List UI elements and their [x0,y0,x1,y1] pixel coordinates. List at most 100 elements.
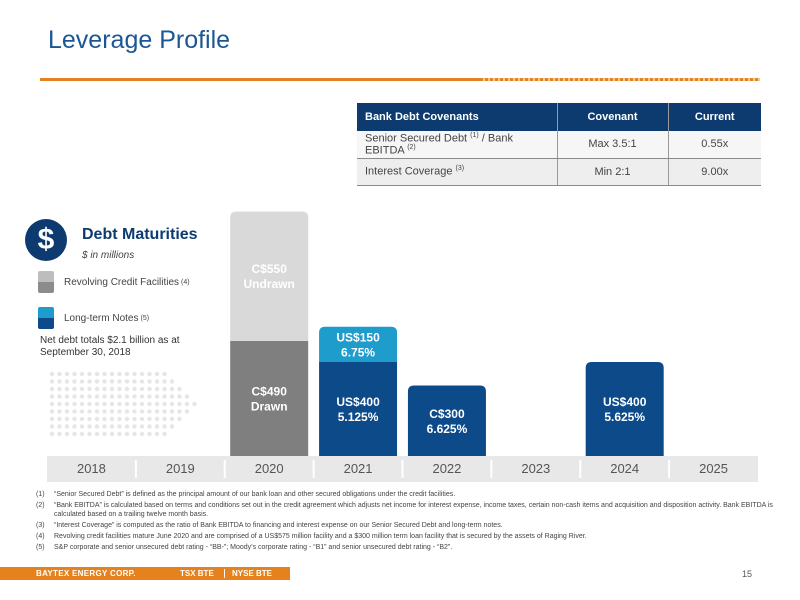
company-logo-text: BAYTEX ENERGY CORP. [36,569,136,578]
arrow-dot [79,371,85,377]
footnote-ref: (2) [407,144,416,152]
footnote-ref: (1) [470,131,479,139]
current-value: 0.55x [667,131,761,159]
legend-revolving: Revolving Credit Facilities (4) [38,271,190,293]
arrow-dot [154,371,160,377]
title-divider-hatch [480,78,760,81]
arrow-dot [94,424,100,429]
arrow-dot [79,379,85,384]
arrow-dot [94,401,100,407]
covenant-label: Senior Secured Debt (1) / Bank EBITDA (2… [357,131,557,159]
arrow-dot [57,409,62,414]
arrow-dot [132,431,137,437]
arrow-dot [79,424,85,429]
arrow-dot [154,416,160,422]
footnote: (5) S&P corporate and senior unsecured de… [36,543,776,552]
bar-rate-label: 6.625% [427,422,468,436]
arrow-dot [124,386,130,392]
arrow-dot [124,416,130,422]
footnote-number: (3) [36,522,45,529]
footnote-text: “Interest Coverage” is computed as the r… [54,522,503,529]
bar-value-label: C$490 [252,384,288,398]
arrow-dot [162,401,167,407]
footnote: (1) “Senior Secured Debt” is defined as t… [36,490,776,499]
covenants-header-current: Current [667,103,761,131]
arrow-dot [132,386,137,392]
arrow-dot [192,401,197,407]
arrow-dot [72,416,77,422]
arrow-dot [124,371,130,377]
arrow-dot [177,386,182,392]
arrow-dot [117,371,122,377]
arrow-dot [169,409,175,414]
arrow-dot [132,401,137,407]
arrow-dot [124,431,130,437]
arrow-dot [154,409,160,414]
arrow-dot [162,409,167,414]
arrow-dot [177,409,182,414]
footer-separator [224,569,225,578]
arrow-dot [109,379,115,384]
x-tick-label: 2019 [166,461,195,476]
arrow-dot [72,409,77,414]
arrow-dot [64,371,70,377]
current-value: 9.00x [667,158,761,186]
covenants-header-covenant: Covenant [556,103,668,131]
bar-value-label: C$550 [252,262,288,276]
arrow-dot [102,431,107,437]
bar-segment [585,362,664,456]
arrow-dot [109,371,115,377]
arrow-dot [154,401,160,407]
bar-segment [319,326,398,362]
arrow-dot [117,394,122,399]
covenant-label: Interest Coverage (3) [357,158,557,186]
arrow-dot [117,379,122,384]
arrow-dot [154,386,160,392]
x-tick-label: 2023 [521,461,550,476]
arrow-dot [87,424,92,429]
arrow-dot [72,371,77,377]
x-tick-label: 2021 [344,461,373,476]
arrow-dot [79,431,85,437]
arrow-dot [102,416,107,422]
arrow-dot [94,416,100,422]
footnote-text: “Senior Secured Debt” is defined as the … [54,491,456,498]
arrow-dot [94,394,100,399]
arrow-dot [184,409,190,414]
x-tick-label: 2025 [699,461,728,476]
maturities-subtitle: $ in millions [82,250,135,261]
arrow-dot [94,386,100,392]
legend-notes: Long-term Notes (5) [38,307,149,329]
covenants-header-name: Bank Debt Covenants [357,103,557,131]
arrow-dot [49,431,55,437]
arrow-dot [72,424,77,429]
arrow-dot [72,394,77,399]
arrow-dot [139,386,145,392]
footnote-number: (4) [36,533,45,540]
arrow-dot [132,409,137,414]
arrow-dot [154,431,160,437]
footnotes: (1) “Senior Secured Debt” is defined as t… [36,490,776,554]
net-debt-note: Net debt totals $2.1 billion as at Septe… [40,335,180,358]
arrow-dot [57,371,62,377]
arrow-dot [87,409,92,414]
arrow-dot [132,379,137,384]
arrow-dot [109,416,115,422]
bar-rate-label: 5.125% [338,410,379,424]
bar-rate-label: 5.625% [604,410,645,424]
title-divider [40,78,760,81]
bar-rate-label: Drawn [251,399,288,413]
arrow-dot [139,424,145,429]
arrow-dot [87,386,92,392]
arrow-dot [79,409,85,414]
arrow-dot [177,394,182,399]
arrow-dot [132,394,137,399]
arrow-dot [124,424,130,429]
arrow-dot [117,409,122,414]
arrow-dot [147,409,152,414]
arrow-dot [147,431,152,437]
covenant-label-text: Senior Secured Debt [365,132,471,145]
covenant-label-text: / Bank EBITDA [365,132,513,157]
arrow-dot [147,379,152,384]
